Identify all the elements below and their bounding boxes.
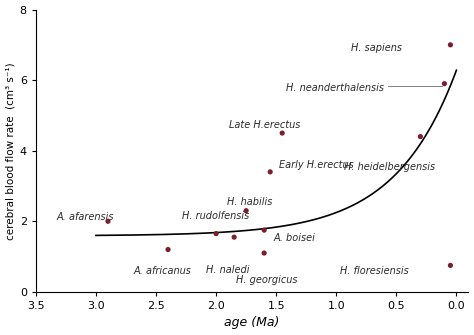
Point bbox=[447, 42, 454, 48]
Text: A. afarensis: A. afarensis bbox=[56, 212, 114, 222]
Point bbox=[266, 169, 274, 175]
Text: H. naledi: H. naledi bbox=[206, 265, 250, 275]
Point bbox=[212, 231, 220, 236]
Text: Early H.erectus: Early H.erectus bbox=[279, 160, 353, 170]
Point bbox=[230, 234, 238, 240]
Text: H. sapiens: H. sapiens bbox=[351, 43, 402, 53]
Text: H. georgicus: H. georgicus bbox=[236, 274, 297, 284]
Point bbox=[447, 263, 454, 268]
Y-axis label: cerebral blood flow rate  (cm³ s⁻¹): cerebral blood flow rate (cm³ s⁻¹) bbox=[6, 62, 16, 240]
Text: H. habilis: H. habilis bbox=[227, 197, 273, 207]
Point bbox=[260, 250, 268, 256]
Text: H. rudolfensis: H. rudolfensis bbox=[182, 211, 250, 221]
Text: H. neanderthalensis: H. neanderthalensis bbox=[286, 83, 384, 93]
Point bbox=[164, 247, 172, 252]
Text: A. africanus: A. africanus bbox=[133, 266, 191, 276]
Point bbox=[441, 81, 448, 86]
Text: H. heidelbergensis: H. heidelbergensis bbox=[344, 161, 435, 172]
Text: A. boisei: A. boisei bbox=[274, 233, 316, 243]
Text: H. floresiensis: H. floresiensis bbox=[339, 266, 409, 276]
X-axis label: age (Ma): age (Ma) bbox=[225, 317, 280, 329]
Text: Late H.erectus: Late H.erectus bbox=[229, 120, 300, 130]
Point bbox=[260, 227, 268, 233]
Point bbox=[417, 134, 424, 139]
Point bbox=[242, 208, 250, 213]
Point bbox=[104, 219, 112, 224]
Point bbox=[278, 130, 286, 136]
